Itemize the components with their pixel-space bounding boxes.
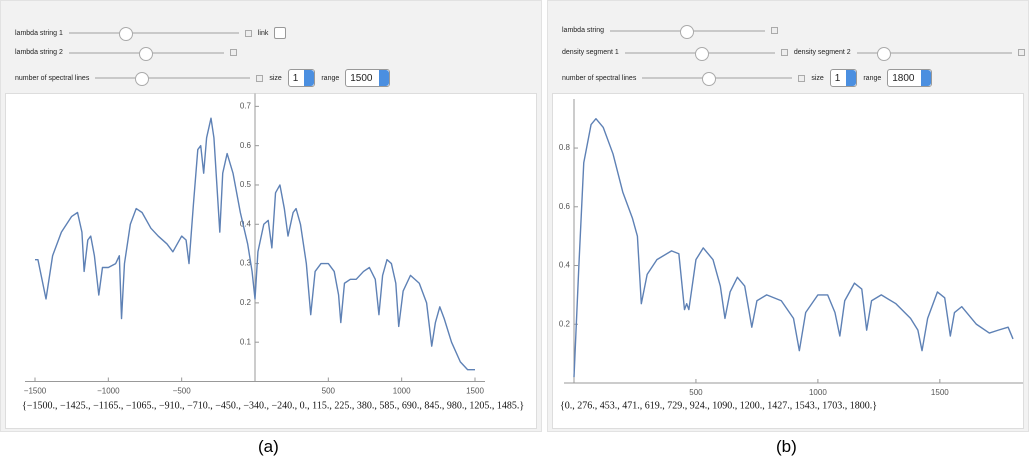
popup-label: range [321, 74, 340, 82]
checkbox[interactable] [274, 27, 287, 39]
slider-label: lambda string 2 [15, 49, 63, 56]
popup[interactable]: 1 [287, 69, 316, 87]
extrema-list: {−1500., −1425., −1165., −1065., −910., … [22, 400, 524, 411]
slider-button[interactable] [256, 74, 264, 82]
panel: lambda string density segment 1 density s… [547, 0, 1029, 432]
popup[interactable]: 1 [829, 69, 858, 87]
y-tick-label: 0.6 [559, 202, 571, 211]
slider-button[interactable] [798, 74, 806, 82]
x-tick-label: 500 [322, 387, 336, 396]
panel: lambda string 1 link lambda string 2 numb… [0, 0, 542, 432]
y-tick-label: 0.5 [240, 180, 252, 189]
popup-value: 1800 [892, 72, 915, 84]
slider[interactable] [68, 46, 224, 61]
y-tick-label: 0.6 [240, 141, 252, 150]
slider-label: number of spectral lines [562, 74, 637, 82]
x-tick-label: 1000 [809, 388, 827, 397]
slider-button[interactable] [229, 49, 237, 56]
slider-label: density segment 2 [793, 49, 851, 56]
slider-button[interactable] [1017, 49, 1025, 56]
control-row: density segment 1 density segment 2 [562, 46, 1025, 61]
slider-label: number of spectral lines [15, 74, 90, 82]
popup-label: range [863, 74, 882, 82]
x-tick-label: 1500 [931, 388, 949, 397]
x-tick-label: −500 [173, 387, 192, 396]
control-row: number of spectral lines size 1 range 1500 [15, 69, 390, 87]
slider[interactable] [95, 72, 251, 86]
popup-label: size [811, 74, 824, 82]
popup-value: 1500 [350, 72, 373, 84]
plot-area [552, 93, 1024, 429]
line [573, 117, 1014, 378]
caption: (b) [776, 437, 797, 456]
y-tick-label: 0.2 [559, 319, 571, 328]
y-tick-label: 0.3 [240, 259, 252, 268]
slider[interactable] [856, 46, 1012, 61]
y-tick-label: 0.4 [559, 261, 571, 270]
slider-label: lambda string 1 [15, 29, 63, 37]
x-tick-label: −1500 [24, 387, 47, 396]
popup-label: size [269, 74, 282, 82]
y-tick-label: 0.4 [240, 219, 252, 228]
line [35, 117, 475, 371]
caption: (a) [258, 437, 279, 456]
popup[interactable]: 1800 [887, 69, 932, 87]
control-row: lambda string [562, 24, 779, 39]
slider-button[interactable] [771, 27, 779, 34]
popup-value: 1 [292, 72, 299, 84]
slider-button[interactable] [244, 29, 252, 37]
y-tick-label: 0.8 [559, 143, 571, 152]
control-row: lambda string 2 [15, 46, 237, 61]
control-row: number of spectral lines size 1 range 1800 [562, 69, 932, 87]
slider-button[interactable] [780, 49, 788, 56]
x-tick-label: −1000 [97, 387, 120, 396]
slider-label: lambda string [562, 27, 605, 34]
x-tick-label: 1500 [466, 387, 484, 396]
x-tick-label: 500 [689, 388, 703, 397]
extrema-list: {0., 276., 453., 471., 619., 729., 924.,… [560, 400, 877, 411]
popup-value: 1 [834, 72, 841, 84]
y-tick-label: 0.1 [240, 337, 252, 346]
popup[interactable]: 1500 [345, 69, 390, 87]
control-row: lambda string 1 link [15, 27, 287, 41]
slider[interactable] [642, 72, 793, 86]
slider[interactable] [610, 24, 766, 39]
x-tick-label: 1000 [393, 387, 411, 396]
plot-area [5, 93, 537, 429]
slider-label: density segment 1 [562, 49, 619, 56]
y-tick-label: 0.2 [240, 298, 252, 307]
y-tick-label: 0.7 [240, 101, 252, 110]
slider[interactable] [68, 27, 239, 41]
slider[interactable] [624, 46, 775, 61]
checkbox-label: link [257, 29, 269, 37]
